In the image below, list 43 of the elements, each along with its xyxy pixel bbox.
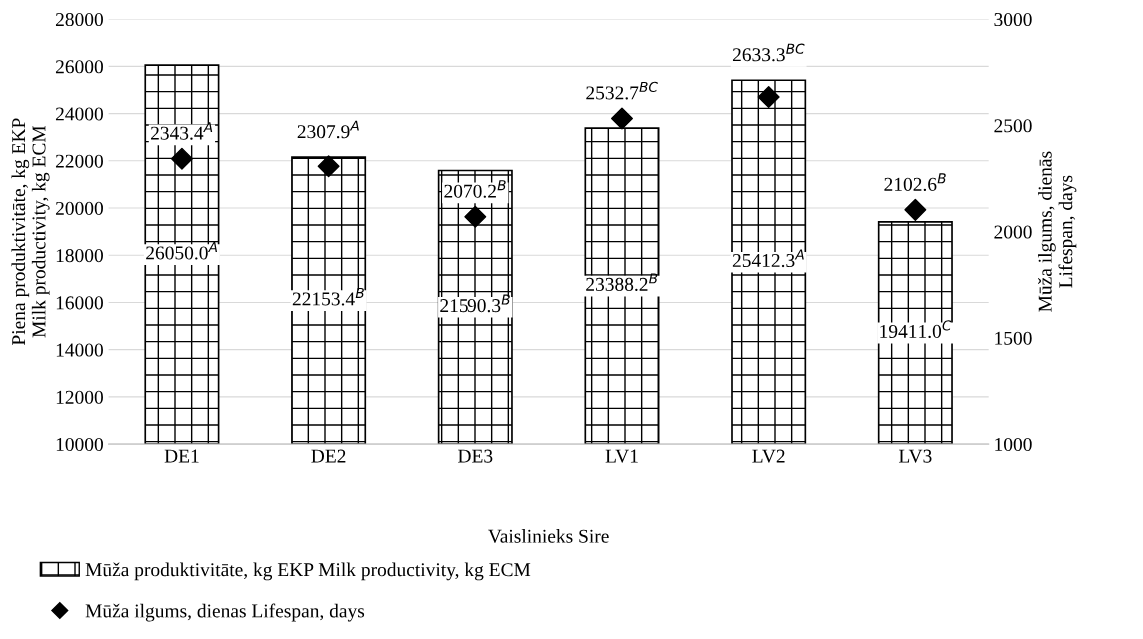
y-tick-label: 22000 bbox=[55, 154, 103, 168]
point bbox=[610, 107, 633, 130]
y-tick-label: 20000 bbox=[55, 201, 103, 215]
point bbox=[464, 205, 487, 228]
point bbox=[317, 155, 340, 178]
legend-label: Mūža ilgums, dienas Lifespan, days bbox=[85, 603, 365, 622]
data-label: 2532.7$^{BC}$ bbox=[586, 81, 658, 100]
y-tick-label: 14000 bbox=[56, 343, 103, 357]
y2-tick-label: 2000 bbox=[994, 225, 1032, 239]
x-axis-title: Vaislinieks Sire bbox=[488, 529, 609, 543]
point bbox=[170, 147, 193, 170]
x-tick-label: LV1 bbox=[605, 449, 638, 463]
data-label: 23388.2$^{B}$ bbox=[586, 273, 658, 292]
data-label: 2070.2$^{B}$ bbox=[444, 180, 506, 198]
x-tick-label: DE2 bbox=[311, 449, 346, 463]
x-tick-label: LV2 bbox=[752, 449, 785, 463]
data-label: 2633.3$^{BC}$ bbox=[732, 43, 805, 62]
y-tick-label: 10000 bbox=[56, 437, 103, 452]
x-tick-label: LV3 bbox=[898, 449, 932, 463]
data-label: 2102.6$^{B}$ bbox=[884, 173, 946, 191]
data-label: 19411.0$^{C}$ bbox=[880, 320, 952, 339]
y-tick-label: 18000 bbox=[56, 249, 103, 263]
y2-tick-label: 3000 bbox=[994, 12, 1032, 27]
y2-axis-title: Mūža ilgums, dienās Lifespan, days bbox=[1038, 151, 1077, 312]
x-tick-label: DE1 bbox=[164, 449, 199, 463]
data-label: 21590.3$^{B}$ bbox=[440, 294, 510, 313]
data-label: 2343.4$^{A}$ bbox=[150, 122, 213, 140]
y2-tick-label: 1500 bbox=[995, 331, 1032, 345]
point bbox=[757, 86, 780, 109]
y-tick-label: 24000 bbox=[55, 107, 103, 121]
y-tick-label: 26000 bbox=[55, 60, 103, 74]
data-label: 26050.0$^{A}$ bbox=[146, 241, 218, 260]
data-label: 25412.3$^{A}$ bbox=[732, 249, 804, 268]
y-tick-label: 28000 bbox=[55, 12, 103, 27]
y-tick-label: 16000 bbox=[56, 296, 103, 310]
y2-tick-label: 1000 bbox=[995, 437, 1032, 452]
y-tick-label: 12000 bbox=[56, 390, 103, 404]
data-label: 2307.9$^{A}$ bbox=[297, 120, 359, 139]
y2-tick-label: 2500 bbox=[994, 119, 1032, 133]
x-tick-label: DE3 bbox=[458, 449, 493, 463]
legend-label: Mūža produktivitāte, kg EKP Milk productivity, kg ECM bbox=[85, 562, 531, 581]
point bbox=[904, 198, 927, 221]
y-axis-title: Piena produktivitāte, kg EKP Milk productivity, kg ECM bbox=[11, 118, 50, 346]
